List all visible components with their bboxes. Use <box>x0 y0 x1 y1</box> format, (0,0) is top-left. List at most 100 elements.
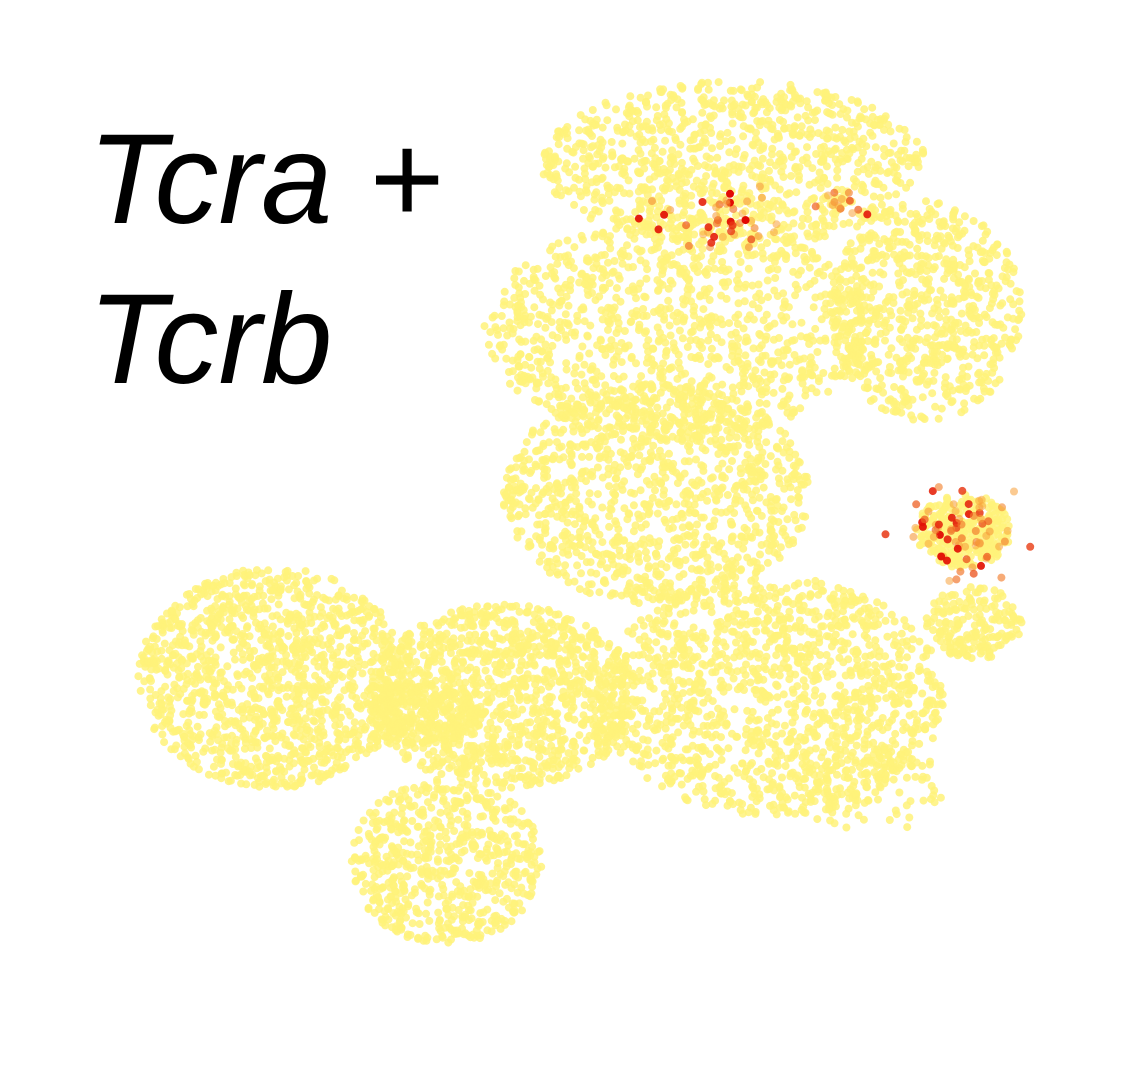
cell-point <box>664 604 673 613</box>
cell-point <box>723 666 732 675</box>
cell-point <box>209 762 218 771</box>
cell-point <box>399 817 408 826</box>
cell-point <box>789 727 798 736</box>
cell-point <box>173 684 182 693</box>
cell-point <box>685 756 694 765</box>
cell-point <box>450 912 459 921</box>
cell-point <box>135 659 144 668</box>
cell-point <box>331 721 340 730</box>
cell-point <box>242 591 251 600</box>
cell-point <box>175 603 184 612</box>
cell-point <box>136 686 145 695</box>
cell-point <box>223 662 232 671</box>
cell-point <box>307 734 316 742</box>
cell-point <box>284 718 293 727</box>
cell-point <box>457 634 466 643</box>
cell-point <box>546 618 555 627</box>
cell-point <box>761 690 770 699</box>
cell-point <box>819 622 828 631</box>
cell-point <box>352 753 360 762</box>
cell-point <box>870 768 879 777</box>
cell-point <box>426 765 435 774</box>
cell-point <box>433 753 442 762</box>
cell-point <box>404 637 413 646</box>
cell-point <box>603 711 612 720</box>
cell-point <box>227 573 236 582</box>
cell-point <box>708 697 717 706</box>
cell-point <box>736 806 745 814</box>
cell-point <box>557 745 566 754</box>
cell-point <box>575 731 584 740</box>
cell-point <box>497 660 505 669</box>
cell-point <box>863 731 872 740</box>
cell-point <box>435 846 444 855</box>
cell-point <box>248 738 257 746</box>
cell-point <box>472 602 481 611</box>
cell-point <box>528 709 537 718</box>
cell-point <box>826 657 835 666</box>
cell-point <box>655 629 664 637</box>
cell-point <box>451 657 459 666</box>
cell-point <box>473 892 482 901</box>
cell-point <box>228 635 237 644</box>
cell-point <box>220 677 228 686</box>
cell-point <box>668 687 677 696</box>
cell-point <box>628 724 637 733</box>
cell-point <box>371 609 380 618</box>
cell-point <box>553 570 562 579</box>
cell-point <box>189 630 198 639</box>
cell-point <box>291 667 300 676</box>
cell-point <box>836 692 845 701</box>
cell-point <box>908 727 917 736</box>
cell-point <box>218 592 226 601</box>
cell-point <box>134 672 143 681</box>
cell-point <box>725 774 733 783</box>
cell-point <box>506 694 515 703</box>
cell-point <box>211 586 220 595</box>
cell-point <box>508 749 516 758</box>
cell-point <box>634 510 643 519</box>
cell-point <box>219 692 228 701</box>
cell-point <box>560 632 569 641</box>
cell-point <box>554 622 562 631</box>
cell-point <box>511 867 520 876</box>
cell-point <box>739 544 748 553</box>
cell-point <box>289 749 298 758</box>
cell-point <box>324 640 333 649</box>
cell-point <box>515 740 523 749</box>
cell-point <box>397 826 406 835</box>
cell-point <box>861 652 870 661</box>
cell-point <box>500 600 509 609</box>
cell-point <box>454 815 463 824</box>
cell-point <box>265 744 274 753</box>
cell-point <box>391 661 400 670</box>
cell-point <box>528 777 537 786</box>
cell-point <box>301 628 310 637</box>
cell-point <box>472 767 481 776</box>
cell-point <box>742 526 751 534</box>
cell-point <box>431 649 440 658</box>
cell-point <box>823 672 832 681</box>
cell-point <box>805 592 814 601</box>
cell-point <box>308 690 317 698</box>
cell-point <box>541 529 550 538</box>
cell-point <box>150 723 159 732</box>
cell-point <box>190 689 199 697</box>
cell-point <box>312 627 321 636</box>
cell-point <box>571 667 580 676</box>
cell-point <box>435 916 444 925</box>
cell-point <box>532 870 541 879</box>
cell-point <box>282 780 291 789</box>
cell-point <box>928 734 937 743</box>
cell-point <box>635 673 643 682</box>
cell-point <box>851 702 860 711</box>
cell-point <box>815 771 824 780</box>
cell-point <box>475 850 484 858</box>
cell-point <box>778 788 786 797</box>
cell-point <box>302 577 311 585</box>
cell-point <box>278 668 287 677</box>
cell-point <box>292 651 300 660</box>
cell-point <box>580 746 589 755</box>
cell-point <box>629 501 638 510</box>
cell-point <box>825 632 833 641</box>
